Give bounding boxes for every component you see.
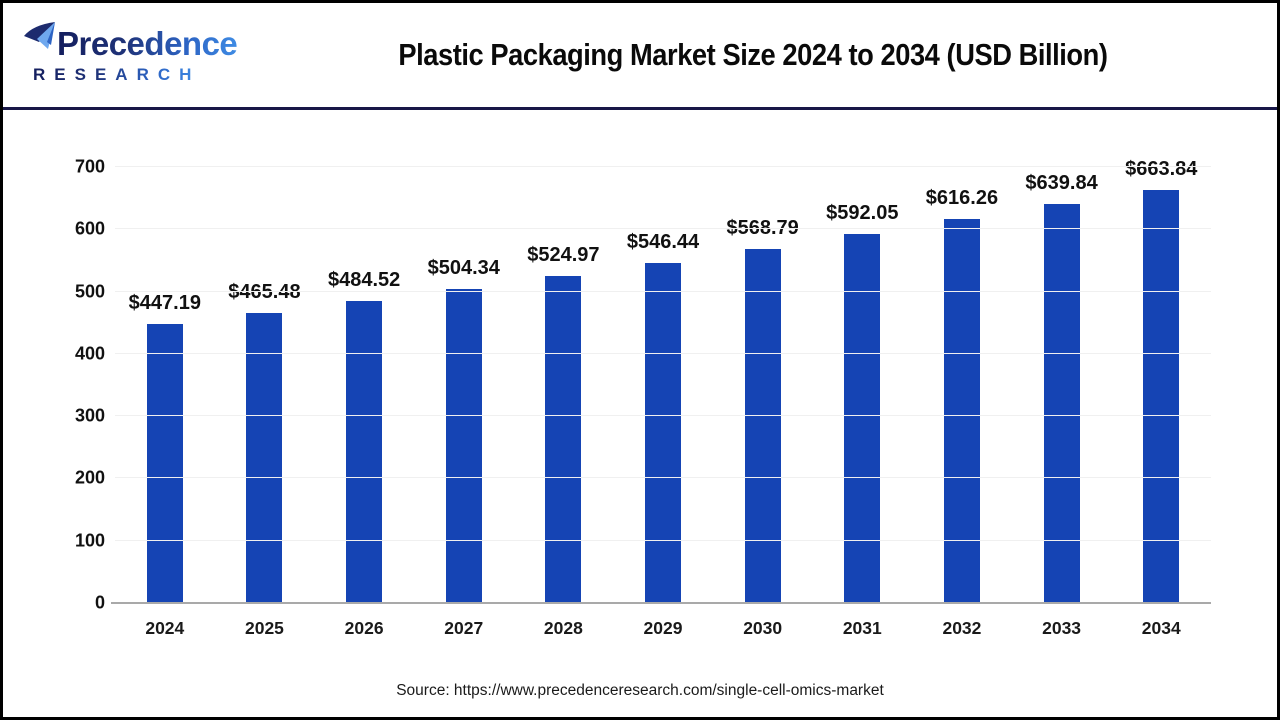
bar-chart: 0 100 200 300 400 500 600 700 $447.19 $465.48 $48… (3, 110, 1277, 717)
y-tick-label: 100 (74, 530, 105, 551)
bar-slot: $504.34 (414, 167, 514, 603)
bar-value-label: $465.48 (228, 281, 301, 304)
bar-slot: $663.84 (1111, 158, 1211, 603)
bar-2032 (943, 219, 980, 603)
y-tick-label: 200 (74, 467, 105, 488)
gridline (115, 415, 1211, 417)
x-tick-label: 2024 (145, 618, 185, 638)
bars-row: $447.19 $465.48 $484.52 $504.34 $524.97 $546.… (115, 158, 1211, 603)
bar-2026 (346, 301, 383, 603)
gridline (115, 477, 1211, 479)
x-tick-label: 2025 (244, 618, 284, 638)
gridline (115, 352, 1211, 354)
source-text: Source: https://www.precedenceresearch.c… (396, 682, 884, 699)
y-tick-label: 300 (74, 405, 105, 426)
y-tick-label: 700 (74, 156, 105, 177)
bar-slot: $524.97 (514, 167, 614, 603)
x-axis-line (111, 602, 1211, 604)
bar-2028 (545, 276, 582, 603)
plot-area: $447.19 $465.48 $484.52 $504.34 $524.97 $546.… (111, 158, 1211, 604)
gridline (115, 539, 1211, 541)
x-tick-label: 2028 (543, 618, 583, 638)
bar-2031 (844, 234, 881, 603)
y-tick-label: 500 (74, 281, 105, 302)
y-axis: 0 100 200 300 400 500 600 700 (3, 157, 105, 613)
bar-2024 (146, 324, 183, 603)
x-tick-label: 2033 (1042, 618, 1082, 638)
bar-value-label: $639.84 (1025, 172, 1098, 195)
logo-mark-icon (24, 22, 55, 49)
x-tick-label: 2034 (1141, 618, 1181, 638)
bar-value-label: $546.44 (626, 230, 700, 253)
header: Precedence RESEARCH Plastic Packaging Ma… (3, 3, 1277, 107)
x-axis-row: 2024 2025 2026 2027 2028 2029 2030 2031 2032 2033… (115, 618, 1211, 639)
y-tick-label: 400 (74, 343, 105, 364)
bar-2025 (246, 313, 283, 603)
page-title: Plastic Packaging Market Size 2024 to 20… (397, 37, 1108, 72)
x-tick-label: 2027 (444, 618, 484, 638)
bar-slot: $592.05 (812, 167, 912, 603)
bar-slot: $568.79 (713, 167, 813, 603)
bar-value-label: $524.97 (527, 244, 600, 267)
bar-value-label: $592.05 (826, 202, 899, 225)
logo-subtitle: RESEARCH (33, 65, 201, 84)
bar-2027 (445, 288, 482, 603)
bar-value-label: $504.34 (427, 256, 500, 279)
bar-slot: $465.48 (215, 167, 315, 603)
bar-2034 (1143, 189, 1180, 603)
x-tick-label: 2032 (942, 618, 982, 638)
bar-value-label: $663.84 (1125, 157, 1198, 180)
gridline (115, 166, 1211, 167)
bar-slot: $484.52 (314, 167, 414, 603)
gridline (115, 290, 1211, 292)
x-tick-label: 2029 (643, 618, 683, 638)
bar-slot: $639.84 (1012, 167, 1112, 603)
bar-value-label: $568.79 (726, 216, 799, 239)
x-tick-label: 2030 (743, 618, 783, 638)
header-divider (3, 107, 1277, 110)
gridline (115, 228, 1211, 230)
bar-2030 (744, 248, 781, 603)
y-tick-label: 0 (94, 592, 105, 613)
bar-slot: $616.26 (912, 167, 1012, 603)
bar-value-label: $616.26 (925, 187, 999, 210)
logo-name: Precedence (57, 25, 238, 62)
x-tick-label: 2026 (344, 618, 384, 638)
bar-2029 (645, 262, 682, 603)
title-wrap: Plastic Packaging Market Size 2024 to 20… (246, 37, 1259, 73)
bar-value-label: $447.19 (128, 292, 201, 315)
bar-slot: $447.19 (115, 167, 215, 603)
bar-slot: $546.44 (613, 167, 713, 603)
x-tick-label: 2031 (842, 618, 882, 638)
bar-2033 (1043, 204, 1080, 603)
bar-value-label: $484.52 (327, 269, 401, 292)
logo: Precedence RESEARCH (21, 9, 246, 101)
y-tick-label: 600 (74, 218, 105, 239)
